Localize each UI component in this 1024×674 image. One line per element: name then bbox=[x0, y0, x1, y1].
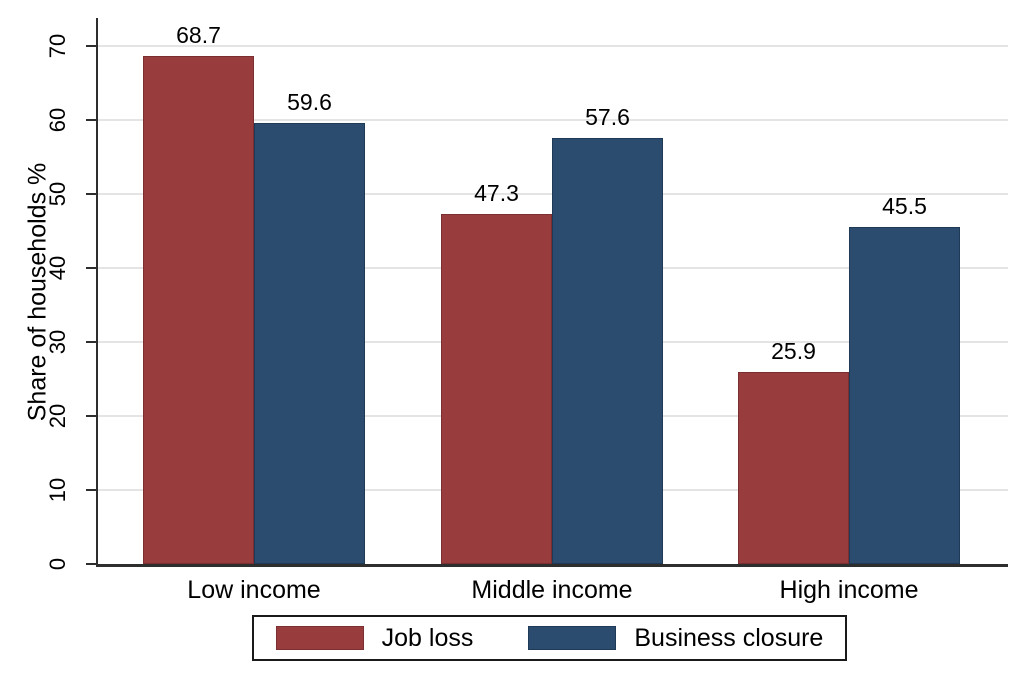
value-label-1-1: 57.6 bbox=[585, 103, 630, 130]
x-axis-line bbox=[96, 564, 1008, 567]
value-label-0-1: 59.6 bbox=[287, 88, 332, 115]
bar-business-closure-0 bbox=[254, 122, 365, 564]
bar-business-closure-1 bbox=[552, 137, 663, 564]
gridline-60 bbox=[97, 119, 1008, 121]
y-tick-label-60: 60 bbox=[45, 107, 70, 133]
bar-job-loss-0 bbox=[143, 55, 254, 564]
value-label-1-0: 47.3 bbox=[474, 179, 519, 206]
y-tick-label-10: 10 bbox=[45, 477, 70, 503]
y-axis-title: Share of households % bbox=[23, 162, 52, 422]
value-label-0-0: 68.7 bbox=[176, 21, 221, 48]
legend: Job loss Business closure bbox=[252, 615, 847, 661]
y-tick-label-0: 0 bbox=[45, 557, 70, 571]
y-tick-30 bbox=[86, 341, 97, 343]
value-label-2-1: 45.5 bbox=[882, 193, 927, 220]
y-tick-20 bbox=[86, 415, 97, 417]
y-tick-50 bbox=[86, 193, 97, 195]
y-tick-40 bbox=[86, 267, 97, 269]
legend-swatch-business-closure bbox=[528, 626, 617, 650]
y-tick-label-70: 70 bbox=[45, 33, 70, 59]
x-category-label-low-income: Low income bbox=[187, 576, 321, 604]
y-tick-10 bbox=[86, 489, 97, 491]
bar-job-loss-2 bbox=[738, 372, 849, 564]
bar-business-closure-2 bbox=[849, 227, 960, 564]
legend-label-business-closure: Business closure bbox=[634, 623, 824, 652]
legend-swatch-job-loss bbox=[275, 626, 364, 650]
y-tick-60 bbox=[86, 119, 97, 121]
y-tick-70 bbox=[86, 45, 97, 47]
y-tick-0 bbox=[86, 563, 97, 565]
value-label-2-0: 25.9 bbox=[771, 338, 816, 365]
legend-label-job-loss: Job loss bbox=[381, 623, 474, 652]
x-category-label-high-income: High income bbox=[779, 576, 919, 604]
x-category-label-middle-income: Middle income bbox=[471, 576, 633, 604]
bar-job-loss-1 bbox=[441, 213, 552, 564]
y-axis-line bbox=[96, 18, 98, 567]
gridline-70 bbox=[97, 45, 1008, 47]
